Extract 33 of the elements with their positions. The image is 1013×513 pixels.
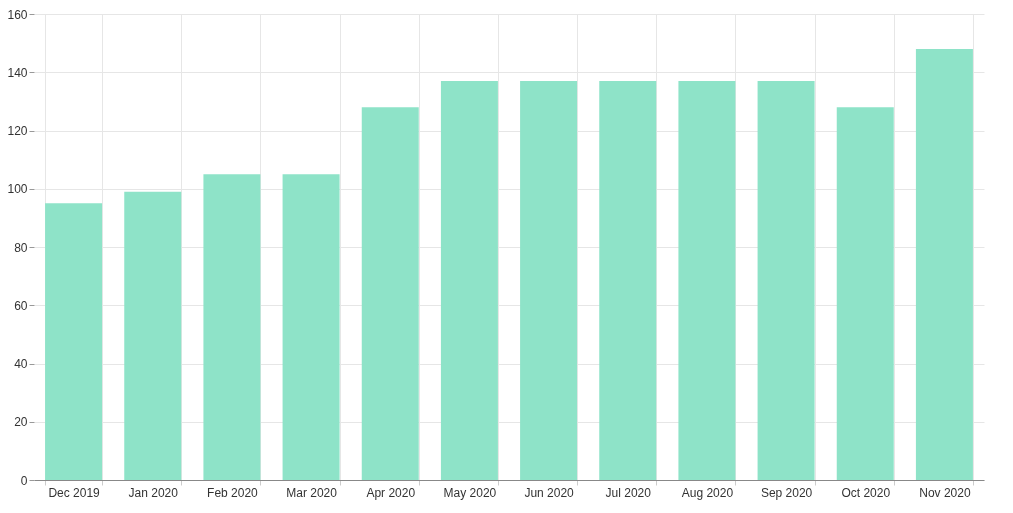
bar [440,80,498,480]
bar [282,174,340,480]
x-tick-label: Mar 2020 [286,485,338,500]
bar [915,48,973,480]
bar [678,80,736,480]
y-tick-label: 20 [14,415,28,430]
x-tick-label: Feb 2020 [207,485,259,500]
x-tick-label: May 2020 [443,485,497,500]
x-tick-label: Oct 2020 [841,485,891,500]
x-tick-label: Dec 2019 [48,485,101,500]
x-tick-label: Aug 2020 [681,485,734,500]
bar [45,203,103,480]
bar [599,80,657,480]
x-tick-label: Jun 2020 [524,485,575,500]
bar [520,80,578,480]
bar [757,80,815,480]
x-tick-label: Sep 2020 [760,485,813,500]
y-tick-label: 100 [7,182,28,197]
y-tick-label: 60 [14,298,28,313]
y-tick-label: 140 [7,65,28,80]
x-tick-label: Jul 2020 [605,485,652,500]
x-tick-label: Nov 2020 [919,485,971,500]
x-tick-label: Apr 2020 [366,485,416,500]
y-tick-label: 120 [7,124,28,138]
bar [361,107,419,480]
y-tick-label: 40 [14,357,28,371]
bar [124,191,182,480]
x-tick-label: Jan 2020 [128,485,179,500]
bar [203,174,261,480]
y-tick-label: 80 [14,240,28,255]
bar [836,107,894,480]
y-tick-label: 0 [20,473,28,488]
y-tick-label: 160 [7,7,28,22]
